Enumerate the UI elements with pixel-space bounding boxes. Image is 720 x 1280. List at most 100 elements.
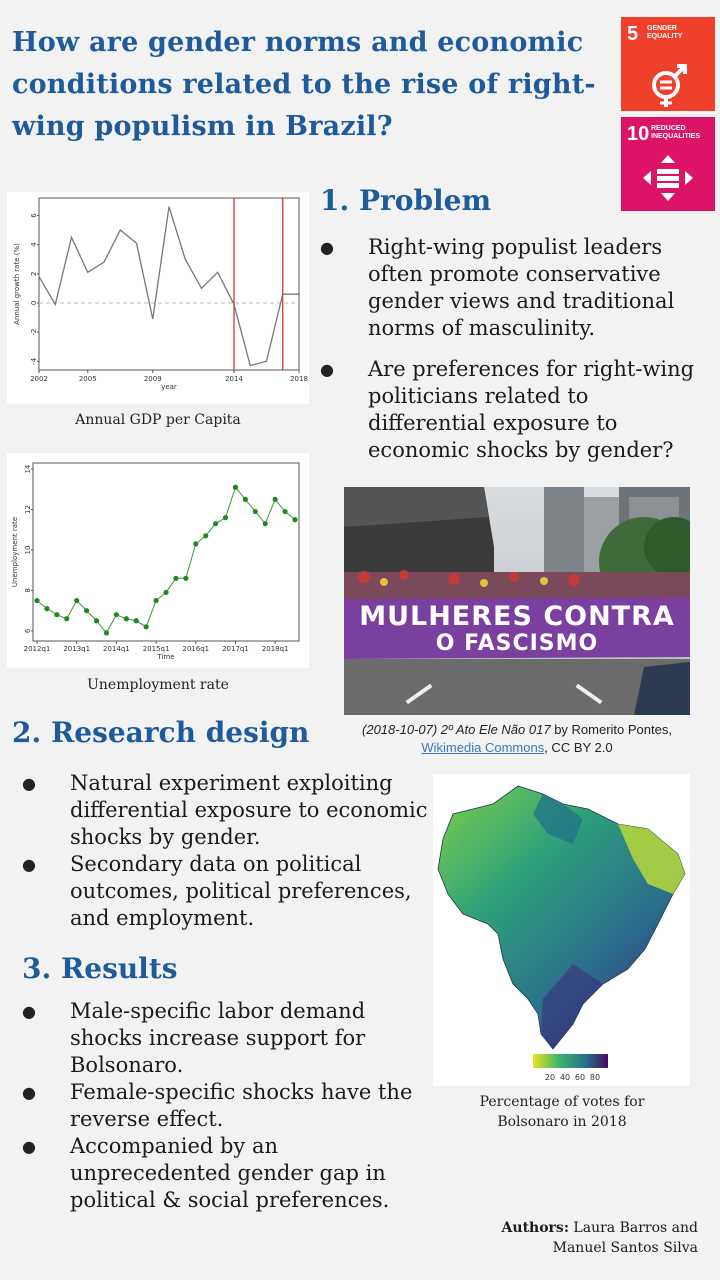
unemp-data-point <box>222 515 229 521</box>
unemp-xtick-label: 2012q1 <box>24 645 51 653</box>
unemp-data-point <box>103 630 110 636</box>
unemp-series-line <box>36 486 296 634</box>
results-bullet: Female-specific shocks have the reverse … <box>22 1079 422 1133</box>
wikimedia-commons-link[interactable]: Wikimedia Commons <box>421 740 545 755</box>
unemp-data-point <box>232 484 239 490</box>
unemp-data-point <box>64 616 70 622</box>
photo-credit: (2018-10-07) 2º Ato Ele Não 017 by Romer… <box>340 721 694 757</box>
results-bullet: Male-specific labor demand shocks increa… <box>22 998 422 1079</box>
unemp-data-point <box>143 624 149 630</box>
gdp-chart: -4 -2 0 2 4 6 2002 2005 2009 2014 2018 Annual growt… <box>7 192 309 404</box>
gdp-chart-caption: Annual GDP per Capita <box>75 412 241 428</box>
unemp-xtick-label: 2014q1 <box>103 645 130 653</box>
gdp-plot-frame <box>38 197 300 371</box>
photo-credit-author: by Romerito Pontes, <box>550 722 672 737</box>
gdp-xtick-label: 2014 <box>225 375 243 383</box>
unemp-data-point <box>203 533 209 539</box>
unemp-xtick-label: 2017q1 <box>222 645 249 653</box>
gdp-ytick-label: -2 <box>30 329 38 336</box>
unemployment-chart: 6 8 10 12 14 2012q1 2013q1 2014q1 2015q1 2016q1 20… <box>7 453 309 668</box>
photo-credit-title: (2018-10-07) 2º Ato Ele Não 017 <box>362 722 551 737</box>
sdg-10-label: REDUCED INEQUALITIES <box>651 125 701 140</box>
unemp-xtick-label: 2016q1 <box>182 645 209 653</box>
banner-text-line-1: MULHERES CONTRA <box>359 601 675 632</box>
research-bullet: Natural experiment exploiting differenti… <box>22 770 432 851</box>
unemp-data-point <box>282 508 288 515</box>
unemp-data-point <box>252 508 258 515</box>
unemp-data-point <box>153 597 159 604</box>
unemp-data-point <box>272 496 278 503</box>
sdg-5-label: GENDER EQUALITY <box>647 25 683 40</box>
unemp-data-point <box>163 589 169 596</box>
unemp-xtick-label: 2013q1 <box>63 645 90 653</box>
photo-credit-license: , CC BY 2.0 <box>544 740 613 755</box>
unemp-data-point <box>262 521 268 527</box>
map-caption: Percentage of votes for Bolsonaro in 201… <box>479 1094 645 1130</box>
unemp-data-point <box>193 541 199 547</box>
problem-heading: 1. Problem <box>320 184 492 217</box>
unemp-data-point <box>54 612 60 618</box>
unemp-data-point <box>113 612 119 618</box>
unemp-xtick-label: 2018q1 <box>262 645 289 653</box>
problem-bullets: Right-wing populist leaders often promot… <box>320 234 710 464</box>
unemp-ytick-label: 12 <box>24 505 32 514</box>
authors-line-1: Laura Barros and <box>568 1220 698 1236</box>
protest-photo-image <box>344 487 690 715</box>
legend-tick-60: 60 <box>575 1073 585 1082</box>
sdg-5-number: 5 <box>627 23 639 45</box>
brazil-vote-map: 20 40 60 80 <box>433 774 690 1086</box>
unemp-data-point <box>173 575 179 581</box>
sdg-5-tile: 5 GENDER EQUALITY <box>621 17 715 111</box>
unemp-data-point <box>242 496 248 503</box>
gdp-xtick-label: 2005 <box>79 375 97 383</box>
legend-tick-40: 40 <box>560 1073 570 1082</box>
gdp-chart-svg: -4 -2 0 2 4 6 2002 2005 2009 2014 2018 Annual growt… <box>13 197 308 391</box>
unemp-ytick-label: 6 <box>24 628 32 633</box>
research-design-heading: 2. Research design <box>12 716 310 749</box>
unemployment-chart-caption: Unemployment rate <box>87 677 229 693</box>
unemp-data-point <box>292 517 298 523</box>
unemp-data-point <box>213 521 219 527</box>
unemp-data-point <box>183 575 189 581</box>
gdp-xlabel: year <box>161 383 177 391</box>
unemp-ytick-label: 14 <box>24 464 32 473</box>
unemployment-chart-svg: 6 8 10 12 14 2012q1 2013q1 2014q1 2015q1 2016q1 20… <box>11 462 300 661</box>
unemp-data-point <box>74 597 80 604</box>
research-design-bullets: Natural experiment exploiting differenti… <box>22 770 432 932</box>
results-bullet: Accompanied by an unprecedented gender g… <box>22 1133 422 1214</box>
authors: Authors: Laura Barros and Manuel Santos … <box>420 1218 698 1258</box>
unemp-ytick-label: 8 <box>24 588 32 592</box>
authors-line-2: Manuel Santos Silva <box>552 1240 698 1256</box>
gdp-xtick-label: 2018 <box>290 375 308 383</box>
gender-equality-icon <box>652 64 687 107</box>
unemp-data-point <box>123 616 129 622</box>
results-bullets: Male-specific labor demand shocks increa… <box>22 998 422 1214</box>
unemp-data-point <box>133 618 139 624</box>
unemp-data-point <box>34 597 40 604</box>
protest-photo: MULHERES CONTRA O FASCISMO <box>344 487 690 715</box>
unemp-ytick-label: 10 <box>24 546 32 555</box>
gdp-ytick-label: 0 <box>30 301 38 305</box>
page-title: How are gender norms and economic condit… <box>12 27 596 142</box>
authors-label: Authors: <box>501 1220 569 1236</box>
gdp-series-line <box>38 206 299 367</box>
gdp-ytick-label: 4 <box>30 242 38 247</box>
unemp-xtick-label: 2015q1 <box>143 645 170 653</box>
problem-bullet: Are preferences for right-wing politicia… <box>320 356 710 464</box>
problem-bullet: Right-wing populist leaders often promot… <box>320 234 710 342</box>
gdp-ytick-label: 2 <box>30 272 38 276</box>
brazil-map-image: 20 40 60 80 <box>437 785 686 1082</box>
research-bullet: Secondary data on political outcomes, po… <box>22 851 432 932</box>
gdp-xtick-label: 2002 <box>30 375 48 383</box>
unemp-xlabel: Time <box>156 653 174 661</box>
banner-text-line-2: O FASCISMO <box>435 631 599 656</box>
sdg-10-number: 10 <box>627 123 650 145</box>
gdp-ylabel: Annual growth rate (%) <box>13 243 21 325</box>
unemp-data-point <box>93 618 100 624</box>
gdp-xtick-label: 2009 <box>144 375 162 383</box>
sdg-10-tile: 10 REDUCED INEQUALITIES <box>621 117 715 211</box>
legend-tick-80: 80 <box>590 1073 600 1082</box>
reduced-inequalities-icon <box>643 155 693 201</box>
unemp-plot-frame <box>32 462 300 642</box>
legend-tick-20: 20 <box>545 1073 555 1082</box>
